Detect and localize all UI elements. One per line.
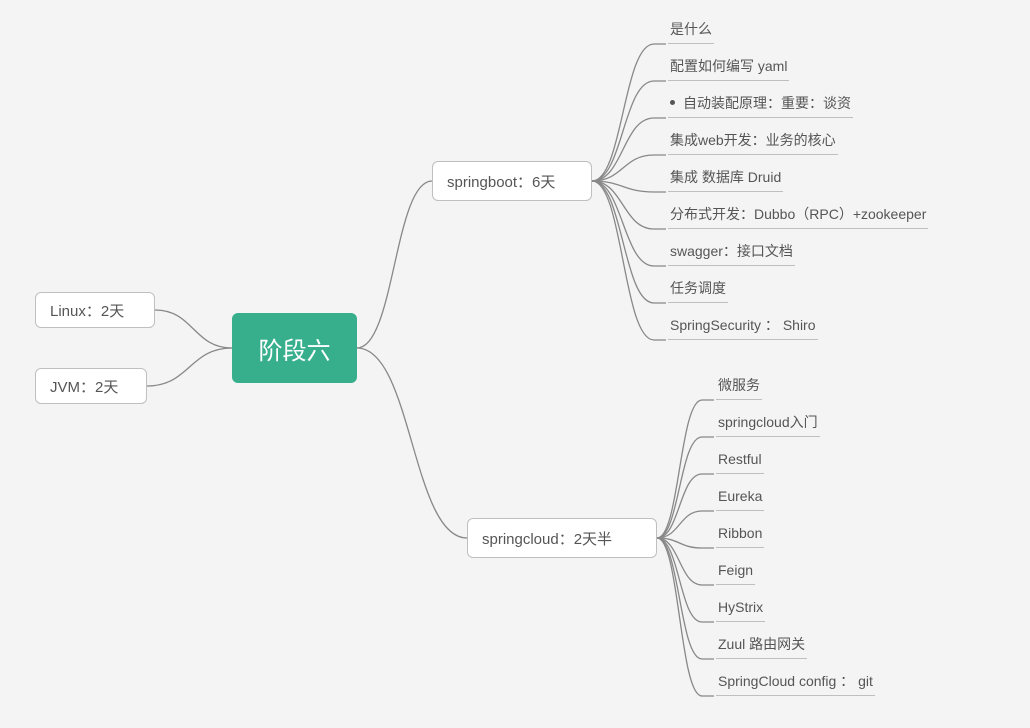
- leaf-label: 自动装配原理：重要：谈资: [683, 93, 851, 113]
- root-label: 阶段六: [259, 331, 331, 366]
- leaf-node[interactable]: Feign: [716, 555, 755, 585]
- branch-label: springcloud：2天半: [482, 528, 612, 549]
- leaf-label: 集成web开发：业务的核心: [670, 130, 836, 150]
- leaf-node[interactable]: 微服务: [716, 370, 762, 400]
- leaf-label: 集成 数据库 Druid: [670, 167, 781, 187]
- leaf-node[interactable]: SpringCloud config ： git: [716, 666, 875, 696]
- leaf-label: SpringCloud config ： git: [718, 671, 873, 691]
- branch-jvm[interactable]: JVM：2天: [35, 368, 147, 404]
- leaf-label: SpringSecurity ： Shiro: [670, 315, 816, 335]
- leaf-node[interactable]: SpringSecurity ： Shiro: [668, 310, 818, 340]
- leaf-label: swagger：接口文档: [670, 241, 793, 261]
- leaf-node[interactable]: Ribbon: [716, 518, 764, 548]
- branch-springcloud[interactable]: springcloud：2天半: [467, 518, 657, 558]
- leaf-label: Feign: [718, 562, 753, 578]
- leaf-node[interactable]: 自动装配原理：重要：谈资: [668, 88, 853, 118]
- root-node[interactable]: 阶段六: [232, 313, 357, 383]
- leaf-node[interactable]: Restful: [716, 444, 764, 474]
- leaf-node[interactable]: 集成 数据库 Druid: [668, 162, 783, 192]
- leaf-node[interactable]: Zuul 路由网关: [716, 629, 807, 659]
- branch-springboot[interactable]: springboot：6天: [432, 161, 592, 201]
- leaf-label: 是什么: [670, 19, 712, 39]
- leaf-node[interactable]: 集成web开发：业务的核心: [668, 125, 838, 155]
- leaf-node[interactable]: springcloud入门: [716, 407, 820, 437]
- leaf-node[interactable]: Eureka: [716, 481, 764, 511]
- leaf-label: 任务调度: [670, 278, 726, 298]
- leaf-label: Ribbon: [718, 525, 762, 541]
- leaf-label: 分布式开发：Dubbo（RPC）+zookeeper: [670, 204, 926, 224]
- leaf-label: springcloud入门: [718, 412, 818, 432]
- leaf-node[interactable]: swagger：接口文档: [668, 236, 795, 266]
- leaf-node[interactable]: HyStrix: [716, 592, 765, 622]
- leaf-label: HyStrix: [718, 599, 763, 615]
- branch-label: Linux：2天: [50, 300, 124, 321]
- leaf-node[interactable]: 任务调度: [668, 273, 728, 303]
- leaf-label: 微服务: [718, 375, 760, 395]
- branch-label: springboot：6天: [447, 171, 555, 192]
- leaf-label: 配置如何编写 yaml: [670, 56, 787, 76]
- leaf-label: Eureka: [718, 488, 762, 504]
- branch-label: JVM：2天: [50, 376, 118, 397]
- bullet-icon: [670, 100, 675, 105]
- leaf-node[interactable]: 是什么: [668, 14, 714, 44]
- leaf-node[interactable]: 分布式开发：Dubbo（RPC）+zookeeper: [668, 199, 928, 229]
- leaf-node[interactable]: 配置如何编写 yaml: [668, 51, 789, 81]
- leaf-label: Restful: [718, 451, 762, 467]
- connectors-layer: [0, 0, 1030, 728]
- branch-linux[interactable]: Linux：2天: [35, 292, 155, 328]
- leaf-label: Zuul 路由网关: [718, 634, 805, 654]
